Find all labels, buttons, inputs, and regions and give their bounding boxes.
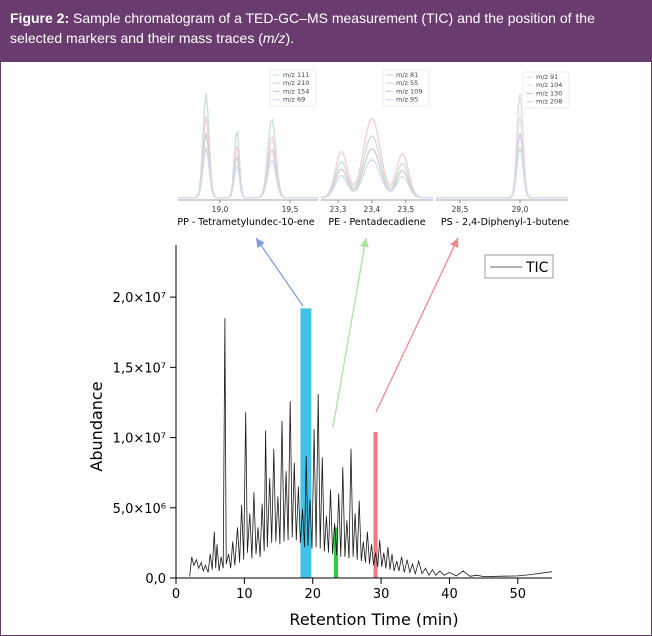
inset-trace xyxy=(178,93,318,199)
arrow-pp-head xyxy=(256,238,265,248)
inset-legend-label: m/z 130 xyxy=(536,89,562,97)
inset-trace xyxy=(436,116,568,199)
inset-legend-label: m/z 81 xyxy=(396,71,418,79)
y-tick-label: 0,0 xyxy=(145,572,166,587)
tic-series-line xyxy=(189,318,553,578)
caption-text: Sample chromatogram of a TED-GC–MS measu… xyxy=(10,10,595,46)
x-tick-label: 10 xyxy=(236,587,253,602)
y-axis-label: Abundance xyxy=(87,381,106,471)
inset-legend-label: m/z 95 xyxy=(396,96,418,104)
x-tick-label: 20 xyxy=(304,587,321,602)
inset-trace xyxy=(320,159,433,199)
inset-label: PE - Pentadecadiene xyxy=(328,217,425,228)
inset-legend-label: m/z 109 xyxy=(396,87,422,95)
figure-caption: Figure 2: Sample chromatogram of a TED-G… xyxy=(0,0,652,62)
y-tick-label: 2,0×10⁷ xyxy=(113,291,166,306)
arrow-pe xyxy=(332,237,367,428)
inset-label: PS - 2,4-Diphenyl-1-butene xyxy=(441,217,569,228)
inset-tick-label: 29,0 xyxy=(512,205,529,214)
inset-label: PP - Tetrametylundec-10-ene xyxy=(177,217,314,228)
y-tick-label: 1,0×10⁷ xyxy=(113,432,166,447)
caption-end: ). xyxy=(285,30,294,46)
inset-legend-label: m/z 55 xyxy=(396,79,418,87)
arrow-pe-head xyxy=(360,238,369,248)
inset-tick-label: 19,0 xyxy=(212,205,229,214)
x-tick-label: 0 xyxy=(172,587,180,602)
x-tick-label: 40 xyxy=(441,587,458,602)
inset-trace xyxy=(436,132,568,199)
inset-trace xyxy=(436,147,568,199)
arrow-pp xyxy=(255,237,304,307)
inset-legend-label: m/z 111 xyxy=(283,71,309,79)
inset-legend-label: m/z 91 xyxy=(536,73,558,81)
y-tick-label: 5,0×10⁶ xyxy=(113,502,166,517)
inset-trace xyxy=(320,117,433,199)
inset-legend-label: m/z 210 xyxy=(283,79,309,87)
inset-legend-label: m/z 69 xyxy=(283,96,305,104)
caption-label: Figure 2: xyxy=(10,10,70,26)
y-tick-label: 1,5×10⁷ xyxy=(113,361,166,376)
marker-pp xyxy=(300,308,312,578)
inset-tick-label: 23,3 xyxy=(330,205,347,214)
inset-legend-label: m/z 104 xyxy=(536,81,562,89)
inset-trace xyxy=(436,93,568,199)
inset-legend-label: m/z 208 xyxy=(536,98,562,106)
inset-trace xyxy=(178,147,318,199)
chart: 0 10 20 30 40 50 0,0 5,0×10⁶ 1,0×10⁷ 1,5×10⁷ 2,0×1… xyxy=(87,69,570,629)
arrow-ps xyxy=(375,237,459,413)
x-axis-label: Retention Time (min) xyxy=(289,610,458,629)
arrow-ps-head xyxy=(450,238,459,249)
inset-trace xyxy=(320,148,433,199)
inset-tick-label: 19,5 xyxy=(282,205,299,214)
x-tick-label: 50 xyxy=(510,587,527,602)
inset-tick-label: 28,5 xyxy=(452,205,469,214)
marker-ps xyxy=(373,431,378,578)
inset-tick-label: 23,5 xyxy=(397,205,414,214)
caption-italic: m/z xyxy=(262,30,286,46)
inset-legend-label: m/z 154 xyxy=(283,87,309,95)
x-tick-label: 30 xyxy=(373,587,390,602)
legend-label: TIC xyxy=(525,260,549,276)
marker-pe xyxy=(333,527,339,578)
inset-tick-label: 23,4 xyxy=(364,205,381,214)
